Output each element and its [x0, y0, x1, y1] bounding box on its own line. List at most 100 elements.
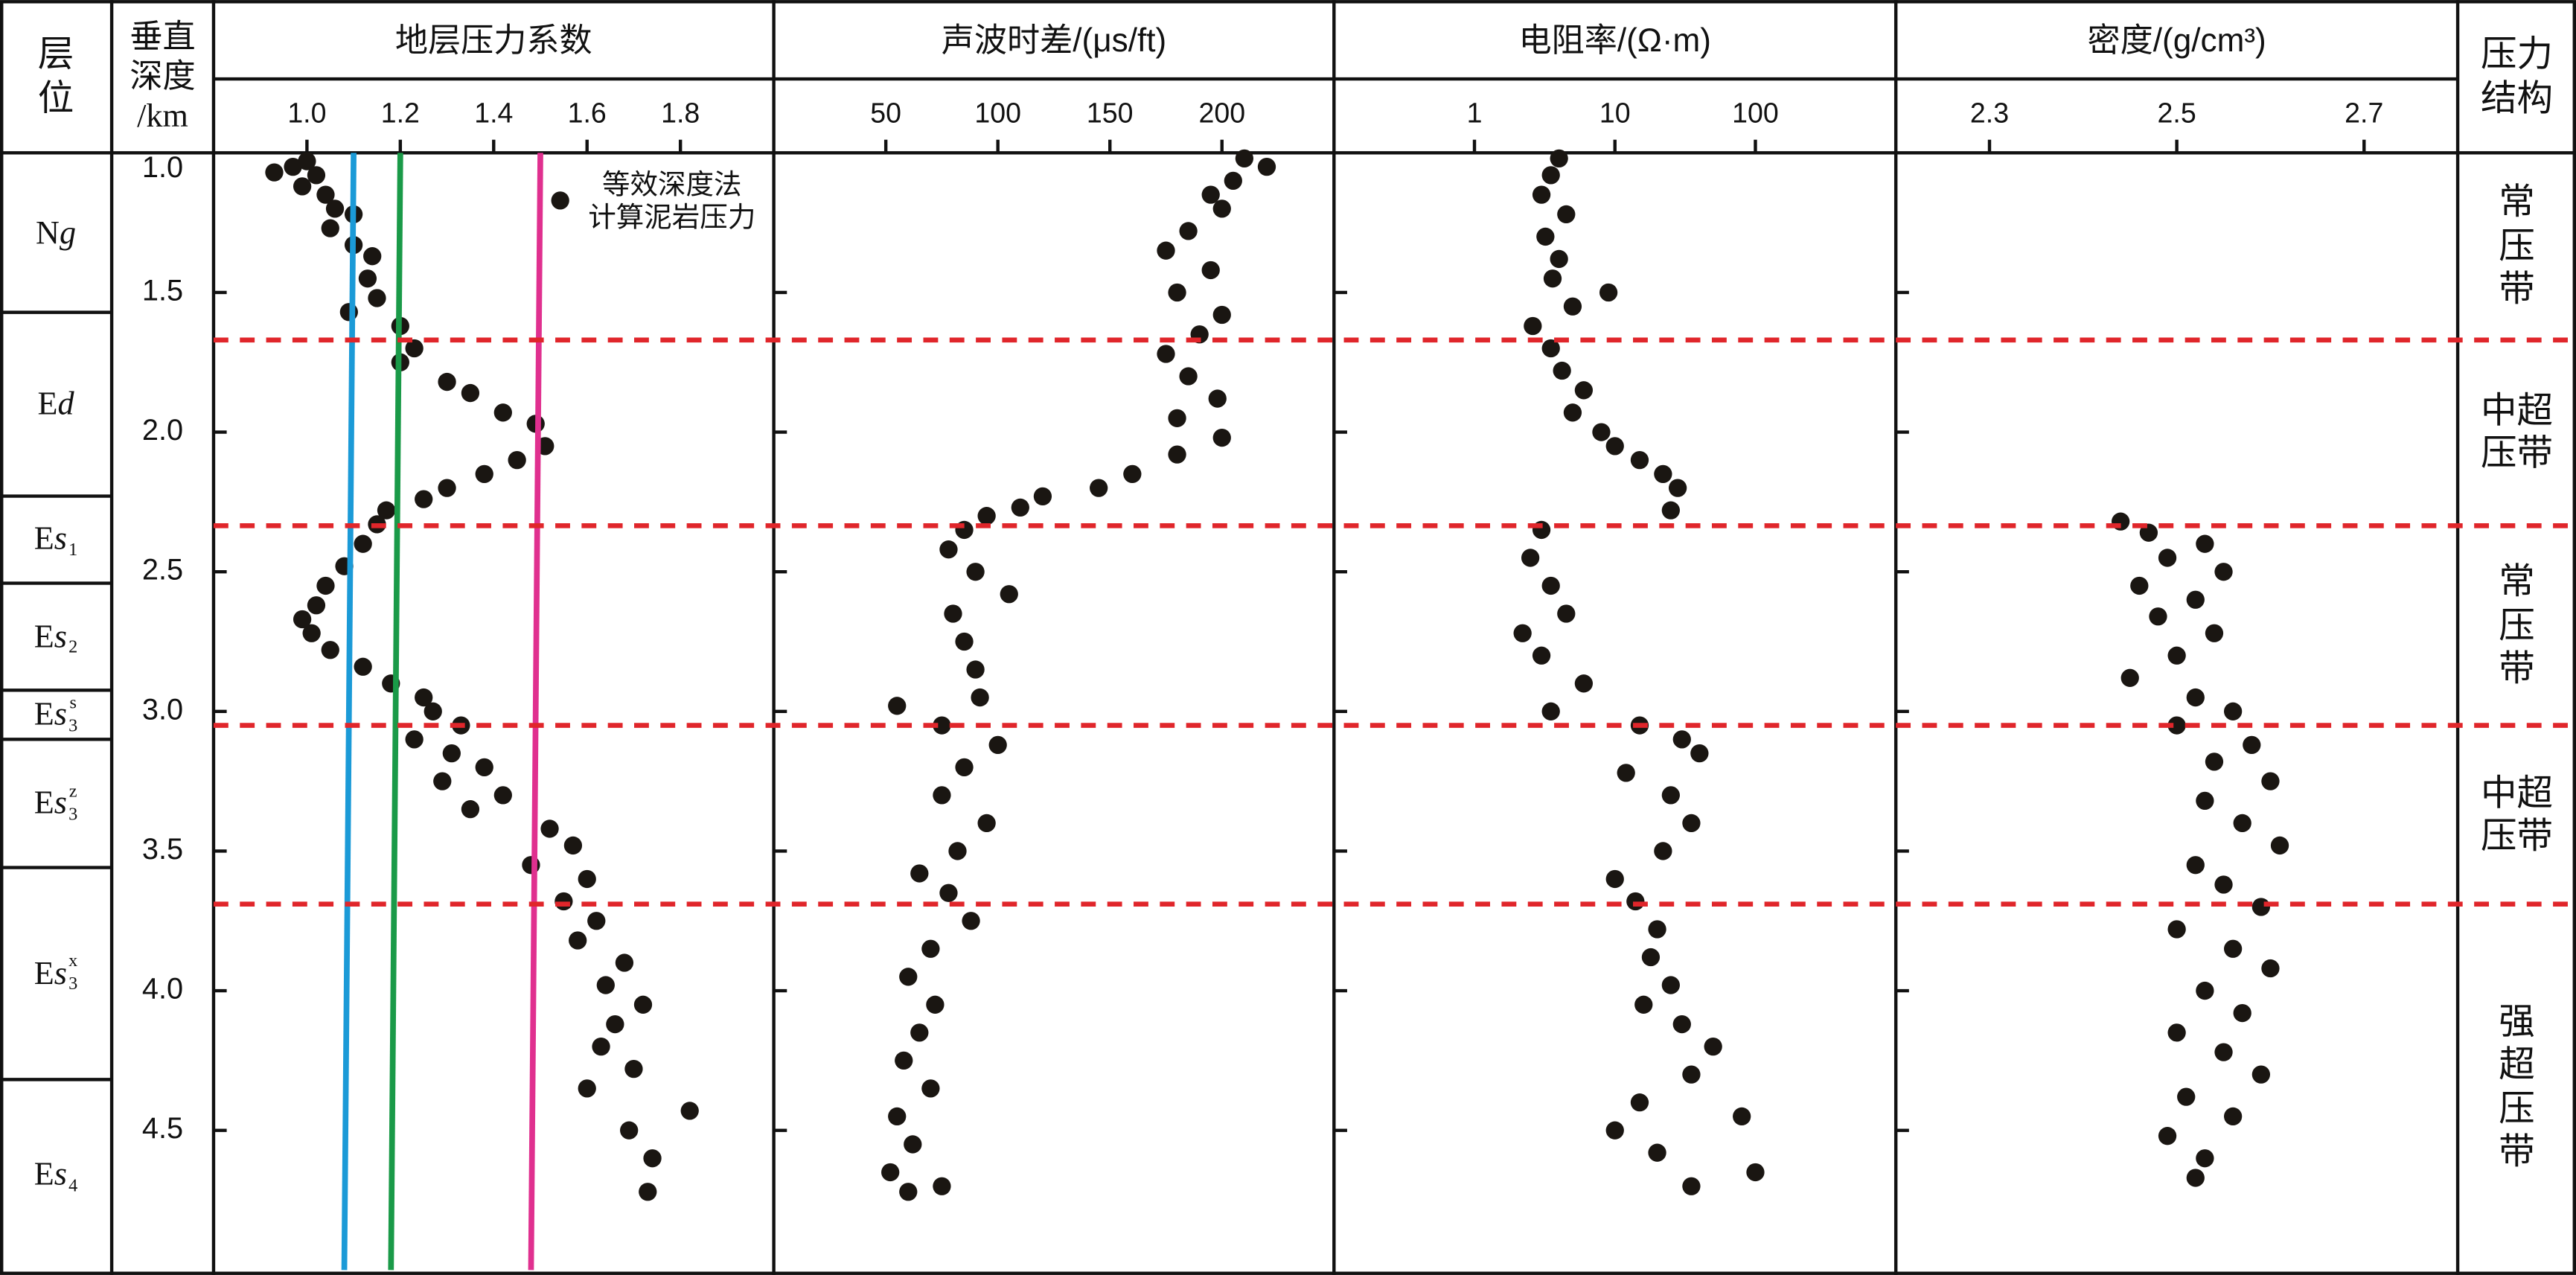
data-point [321, 219, 339, 237]
strata-roman: E [33, 955, 54, 992]
data-point [307, 596, 326, 615]
data-point [1661, 976, 1680, 994]
legend-label-box: 等效深度法 计算泥岩压力 [588, 168, 756, 234]
data-point [944, 604, 962, 623]
data-point [606, 1014, 624, 1034]
data-point [1550, 149, 1568, 167]
strata-roman: E [33, 785, 54, 822]
x-tick-label: 2.5 [2158, 97, 2196, 128]
strata-index: 4 [68, 1154, 77, 1195]
data-point [888, 697, 907, 715]
data-point [2251, 898, 2271, 916]
panel-title: 密度/(g/cm³) [2088, 22, 2266, 59]
data-point [910, 864, 929, 883]
legend-label: 等效深度法 计算泥岩压力 [588, 168, 756, 234]
data-point [955, 632, 974, 651]
data-point [1541, 166, 1560, 185]
data-point [438, 479, 456, 497]
data-point [1661, 501, 1680, 520]
data-point [899, 1183, 918, 1201]
data-point [415, 490, 433, 508]
data-point [1733, 1107, 1751, 1126]
data-point [1682, 1065, 1701, 1084]
pressure-zone-label-box: 中超 压带 [2481, 771, 2553, 855]
x-tick-label: 200 [1198, 97, 1245, 128]
x-tick-label: 100 [974, 97, 1021, 128]
data-point [307, 166, 326, 185]
data-point [2243, 735, 2261, 754]
data-point [2196, 791, 2214, 811]
data-point [442, 744, 461, 763]
strata-sup [68, 616, 77, 634]
strata-index: 2 [68, 616, 77, 657]
data-point [1536, 227, 1555, 246]
data-point [265, 163, 284, 182]
data-point [2196, 534, 2214, 553]
data-point [1532, 185, 1551, 204]
panel-title: 电阻率/(Ω·m) [1519, 22, 1711, 59]
strata-roman: E [33, 521, 54, 558]
pressure-header-box: 压力 结构 [2481, 33, 2553, 117]
data-point [377, 501, 396, 520]
data-point [1201, 261, 1220, 280]
data-point [2205, 624, 2224, 642]
data-point [1168, 409, 1186, 427]
data-point [1630, 450, 1649, 470]
data-point [881, 1163, 900, 1182]
data-point [405, 339, 424, 358]
data-point [939, 540, 958, 559]
data-point [904, 1135, 922, 1154]
data-point [293, 177, 312, 196]
data-point [2186, 590, 2205, 609]
data-point [596, 976, 615, 994]
depth-tick-label: 3.5 [142, 833, 183, 866]
data-point [2196, 1149, 2214, 1168]
data-point [899, 968, 918, 986]
data-point [1179, 367, 1198, 386]
data-point [424, 702, 442, 720]
x-tick-label: 1.6 [568, 97, 607, 128]
data-point [1257, 157, 1276, 176]
data-point [2223, 1107, 2243, 1126]
data-point [354, 534, 372, 553]
pressure-zone-label-box: 常 压 带 [2499, 182, 2535, 310]
data-point [508, 450, 526, 470]
data-point [1574, 674, 1594, 693]
data-point [2223, 939, 2243, 958]
x-tick-label: 1 [1467, 97, 1483, 128]
depth-tick-label: 2.0 [142, 414, 183, 447]
data-point [926, 995, 945, 1014]
strata-index: 1 [68, 519, 77, 560]
pressure-zone-label-box: 常 压 带 [2499, 560, 2535, 688]
reference-line [528, 153, 543, 1271]
panel-title: 地层压力系数 [395, 22, 592, 59]
strata-italic: s [54, 785, 67, 822]
strata-sup [68, 1154, 77, 1172]
data-point [1648, 920, 1666, 939]
data-point [298, 152, 316, 170]
data-point [624, 1059, 643, 1079]
x-tick-label: 100 [1732, 97, 1779, 128]
data-point [1654, 842, 1672, 860]
data-point [1563, 403, 1582, 422]
pressure-zone-label: 强 超 压 带 [2499, 1000, 2535, 1172]
strata-italic: s [54, 1157, 67, 1193]
data-point [2214, 1043, 2233, 1061]
data-point [2158, 1127, 2177, 1145]
data-point [939, 883, 958, 902]
depth-tick-label: 1.5 [142, 274, 183, 307]
data-point [1090, 479, 1108, 497]
data-point [1557, 205, 1576, 224]
data-point [1201, 185, 1220, 204]
data-point [966, 563, 985, 581]
